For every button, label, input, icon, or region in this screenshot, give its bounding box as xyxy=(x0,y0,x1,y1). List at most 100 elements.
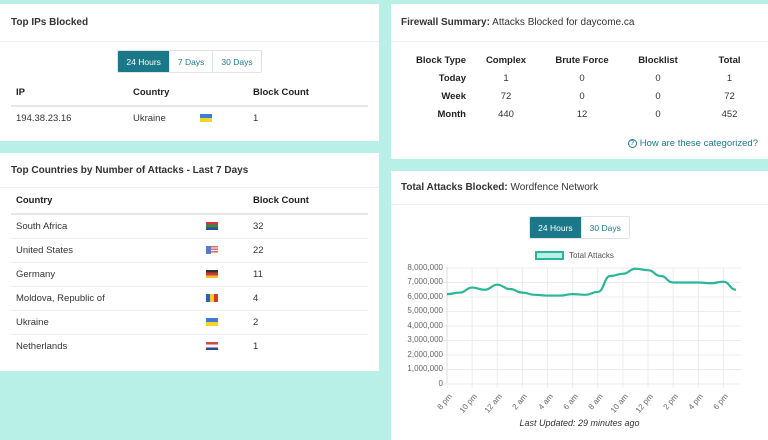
table-row: United States 22 xyxy=(11,238,368,263)
country-cell: Ukraine xyxy=(133,106,253,130)
column-ip: IP xyxy=(11,80,133,107)
total-attacks-title-rest: Wordfence Network xyxy=(507,182,599,193)
total-attacks-line xyxy=(446,267,737,297)
firewall-summary-table: Block Type Complex Brute Force Blocklist… xyxy=(406,51,761,123)
top-countries-panel: Top Countries by Number of Attacks - Las… xyxy=(0,153,379,371)
chart-grid xyxy=(443,267,741,388)
table-row: Today 1 0 0 1 xyxy=(406,69,761,87)
flag-cell xyxy=(206,238,253,263)
column-country: Country xyxy=(133,80,253,107)
table-row: Netherlands 1 xyxy=(11,334,368,358)
country-name: Germany xyxy=(11,262,206,287)
total-value: 72 xyxy=(724,90,735,102)
how-categorized-link[interactable]: ? How are these categorized? xyxy=(627,138,758,149)
last-updated: Last Updated: 29 minutes ago xyxy=(519,418,640,428)
y-tick: 6,000,000 xyxy=(407,292,443,301)
how-categorized-label: How are these categorized? xyxy=(639,138,758,149)
column-country: Country xyxy=(11,188,206,215)
block-count: 1 xyxy=(253,113,259,124)
flag-cell xyxy=(206,262,253,287)
chart-legend[interactable]: Total Attacks xyxy=(535,251,614,260)
total-value: 1 xyxy=(726,72,733,84)
table-row: South Africa 32 xyxy=(11,214,368,239)
table-row: 194.38.23.16 Ukraine 1 xyxy=(11,106,368,130)
y-tick: 0 xyxy=(438,379,443,388)
top-ips-title: Top IPs Blocked xyxy=(11,17,89,28)
blocklist-value: 0 xyxy=(655,108,661,120)
country-name: Netherlands xyxy=(16,340,68,352)
row-label: Today xyxy=(438,72,466,84)
table-row: Week 72 0 0 72 xyxy=(406,87,761,105)
tab-24-hours[interactable]: 24 Hours xyxy=(530,217,581,238)
total-attacks-range-tabs: 24 Hours 30 Days xyxy=(529,216,630,239)
complex-value: 440 xyxy=(498,108,514,120)
flag-cell xyxy=(206,334,253,358)
column-flag xyxy=(206,188,253,215)
tab-7-days[interactable]: 7 Days xyxy=(168,51,213,72)
y-tick: 2,000,000 xyxy=(407,350,443,359)
blocklist-value: 0 xyxy=(655,72,661,84)
tab-30-days[interactable]: 30 Days xyxy=(580,217,629,238)
country-name: Ukraine xyxy=(133,113,166,124)
y-tick: 5,000,000 xyxy=(407,306,443,315)
legend-swatch-icon xyxy=(535,251,564,260)
complex-value: 1 xyxy=(503,72,509,84)
country-name: Moldova, Republic of xyxy=(11,286,206,311)
column-total: Total xyxy=(718,54,741,66)
total-value: 452 xyxy=(721,108,738,120)
legend-label: Total Attacks xyxy=(569,251,614,260)
flag-germany-icon xyxy=(206,269,218,278)
column-block-count: Block Count xyxy=(253,188,368,215)
column-block-count: Block Count xyxy=(253,80,368,107)
row-label: Week xyxy=(441,90,466,102)
complex-value: 72 xyxy=(500,90,512,102)
tab-30-days[interactable]: 30 Days xyxy=(212,51,261,72)
total-attacks-header: Total Attacks Blocked: Wordfence Network xyxy=(391,171,768,205)
flag-netherlands-icon xyxy=(206,342,218,351)
flag-ukraine-icon xyxy=(206,317,218,326)
brute-force-value: 0 xyxy=(579,72,585,84)
country-name: United States xyxy=(11,238,206,263)
flag-cell xyxy=(206,310,253,335)
table-row: Moldova, Republic of 4 xyxy=(11,286,368,311)
top-ips-header: Top IPs Blocked xyxy=(0,4,379,42)
blocklist-value: 0 xyxy=(655,90,661,102)
top-countries-title: Top Countries by Number of Attacks - Las… xyxy=(11,164,249,176)
block-count: 4 xyxy=(253,286,368,311)
column-brute-force: Brute Force xyxy=(555,54,609,66)
top-ips-table: IP Country Block Count 194.38.23.16 Ukra… xyxy=(11,80,368,130)
table-row: Month 440 12 0 452 xyxy=(406,105,761,123)
row-label: Month xyxy=(437,108,467,120)
flag-ukraine-icon xyxy=(200,114,213,123)
tab-24-hours[interactable]: 24 Hours xyxy=(118,51,169,72)
firewall-summary-title-bold: Firewall Summary: xyxy=(401,17,490,28)
top-ips-panel: Top IPs Blocked 24 Hours 7 Days 30 Days … xyxy=(0,4,379,141)
country-name: Ukraine xyxy=(11,310,206,335)
flag-moldova-icon xyxy=(206,293,218,302)
top-countries-header: Top Countries by Number of Attacks - Las… xyxy=(0,153,379,188)
question-circle-icon: ? xyxy=(627,139,637,148)
brute-force-value: 0 xyxy=(579,90,585,102)
block-count: 11 xyxy=(253,262,368,287)
total-attacks-title-bold: Total Attacks Blocked: xyxy=(401,182,508,193)
flag-cell xyxy=(206,286,253,311)
y-tick: 3,000,000 xyxy=(407,335,443,344)
block-count: 22 xyxy=(253,238,368,263)
flag-cell xyxy=(206,214,253,239)
column-complex: Complex xyxy=(485,54,527,66)
country-name: South Africa xyxy=(11,214,206,239)
flag-south-africa-icon xyxy=(206,222,218,231)
column-block-type: Block Type xyxy=(416,54,466,66)
y-tick: 4,000,000 xyxy=(407,321,443,330)
top-countries-table: Country Block Count South Africa 32 Unit… xyxy=(11,188,368,358)
table-row: Germany 11 xyxy=(11,262,368,287)
total-attacks-panel: Total Attacks Blocked: Wordfence Network… xyxy=(391,171,768,440)
block-count: 1 xyxy=(253,340,259,352)
block-count: 32 xyxy=(253,214,368,239)
y-tick: 8,000,000 xyxy=(407,263,443,272)
y-tick: 7,000,000 xyxy=(407,277,443,286)
ip-address: 194.38.23.16 xyxy=(16,113,72,124)
y-tick: 1,000,000 xyxy=(407,364,443,373)
block-count: 2 xyxy=(253,310,368,335)
column-blocklist: Blocklist xyxy=(638,54,678,66)
